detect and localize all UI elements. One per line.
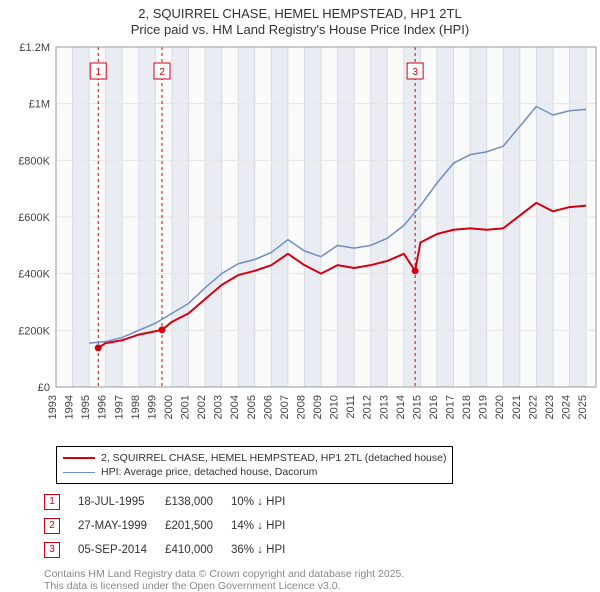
svg-text:£800K: £800K <box>18 155 50 167</box>
svg-text:2004: 2004 <box>229 395 241 419</box>
svg-text:2002: 2002 <box>196 395 208 419</box>
figure-root: { "title": { "line1": "2, SQUIRREL CHASE… <box>0 0 600 592</box>
svg-text:2021: 2021 <box>511 395 523 419</box>
svg-text:2001: 2001 <box>180 395 192 419</box>
svg-text:1995: 1995 <box>80 395 92 419</box>
chart-area: 1 2 3 £0 £200K £400K £600K £800K £1M £1.2M 1993 199… <box>0 37 600 442</box>
svg-text:2000: 2000 <box>163 395 175 419</box>
svg-text:2013: 2013 <box>378 395 390 419</box>
svg-text:2007: 2007 <box>279 395 291 419</box>
svg-text:1999: 1999 <box>146 395 158 419</box>
svg-text:2015: 2015 <box>411 395 423 419</box>
event-marker-table: 1 18-JUL-1995£138,00010% ↓ HPI 2 27-MAY-199… <box>44 490 600 562</box>
svg-text:2012: 2012 <box>362 395 374 419</box>
attribution-footer: Contains HM Land Registry data © Crown c… <box>44 568 600 592</box>
footer-line2: This data is licensed under the Open Gov… <box>44 580 600 592</box>
svg-text:£200K: £200K <box>18 325 50 337</box>
marker-price: £138,000 <box>165 490 231 514</box>
svg-text:3: 3 <box>412 67 418 78</box>
legend-label: 2, SQUIRREL CHASE, HEMEL HEMPSTEAD, HP1 … <box>101 452 446 464</box>
svg-text:£400K: £400K <box>18 269 50 281</box>
footer-line1: Contains HM Land Registry data © Crown c… <box>44 568 600 580</box>
chart-title-line1: 2, SQUIRREL CHASE, HEMEL HEMPSTEAD, HP1 … <box>0 6 600 21</box>
svg-text:1996: 1996 <box>97 395 109 419</box>
svg-text:2009: 2009 <box>312 395 324 419</box>
marker-date: 05-SEP-2014 <box>78 538 165 562</box>
svg-text:1994: 1994 <box>64 395 76 419</box>
marker-price: £410,000 <box>165 538 231 562</box>
marker-number-box: 2 <box>44 518 60 534</box>
chart-title-block: 2, SQUIRREL CHASE, HEMEL HEMPSTEAD, HP1 … <box>0 0 600 37</box>
svg-text:2020: 2020 <box>494 395 506 419</box>
legend-swatch <box>63 457 95 459</box>
svg-text:1993: 1993 <box>47 395 59 419</box>
svg-text:2017: 2017 <box>445 395 457 419</box>
svg-text:2022: 2022 <box>527 395 539 419</box>
svg-text:2019: 2019 <box>478 395 490 419</box>
svg-text:2008: 2008 <box>295 395 307 419</box>
legend-label: HPI: Average price, detached house, Daco… <box>101 466 317 478</box>
marker-delta: 10% ↓ HPI <box>231 490 303 514</box>
svg-text:2024: 2024 <box>560 395 572 419</box>
chart-title-line2: Price paid vs. HM Land Registry's House … <box>0 22 600 37</box>
svg-text:1998: 1998 <box>130 395 142 419</box>
marker-number-box: 1 <box>44 494 60 510</box>
marker-date: 18-JUL-1995 <box>78 490 165 514</box>
legend-swatch <box>63 472 95 473</box>
marker-number-box: 3 <box>44 542 60 558</box>
svg-text:2011: 2011 <box>345 395 357 419</box>
chart-legend: 2, SQUIRREL CHASE, HEMEL HEMPSTEAD, HP1 … <box>56 446 453 484</box>
svg-text:2014: 2014 <box>395 395 407 419</box>
legend-item: HPI: Average price, detached house, Daco… <box>63 465 446 479</box>
svg-text:2005: 2005 <box>246 395 258 419</box>
svg-text:2016: 2016 <box>428 395 440 419</box>
svg-text:£600K: £600K <box>18 212 50 224</box>
line-chart-svg: 1 2 3 £0 £200K £400K £600K £800K £1M £1.2M 1993 199… <box>0 37 600 437</box>
svg-text:1997: 1997 <box>113 395 125 419</box>
svg-text:2003: 2003 <box>213 395 225 419</box>
marker-row: 2 27-MAY-1999£201,50014% ↓ HPI <box>44 514 303 538</box>
svg-text:2018: 2018 <box>461 395 473 419</box>
marker-row: 3 05-SEP-2014£410,00036% ↓ HPI <box>44 538 303 562</box>
svg-text:£0: £0 <box>38 382 50 394</box>
svg-text:1: 1 <box>95 67 101 78</box>
marker-price: £201,500 <box>165 514 231 538</box>
marker-row: 1 18-JUL-1995£138,00010% ↓ HPI <box>44 490 303 514</box>
marker-delta: 36% ↓ HPI <box>231 538 303 562</box>
marker-delta: 14% ↓ HPI <box>231 514 303 538</box>
svg-text:2006: 2006 <box>262 395 274 419</box>
svg-text:£1.2M: £1.2M <box>19 42 50 54</box>
svg-text:£1M: £1M <box>29 99 50 111</box>
legend-item: 2, SQUIRREL CHASE, HEMEL HEMPSTEAD, HP1 … <box>63 451 446 465</box>
svg-text:2010: 2010 <box>329 395 341 419</box>
marker-date: 27-MAY-1999 <box>78 514 165 538</box>
svg-text:2023: 2023 <box>544 395 556 419</box>
svg-text:2: 2 <box>159 67 165 78</box>
svg-text:2025: 2025 <box>577 395 589 419</box>
